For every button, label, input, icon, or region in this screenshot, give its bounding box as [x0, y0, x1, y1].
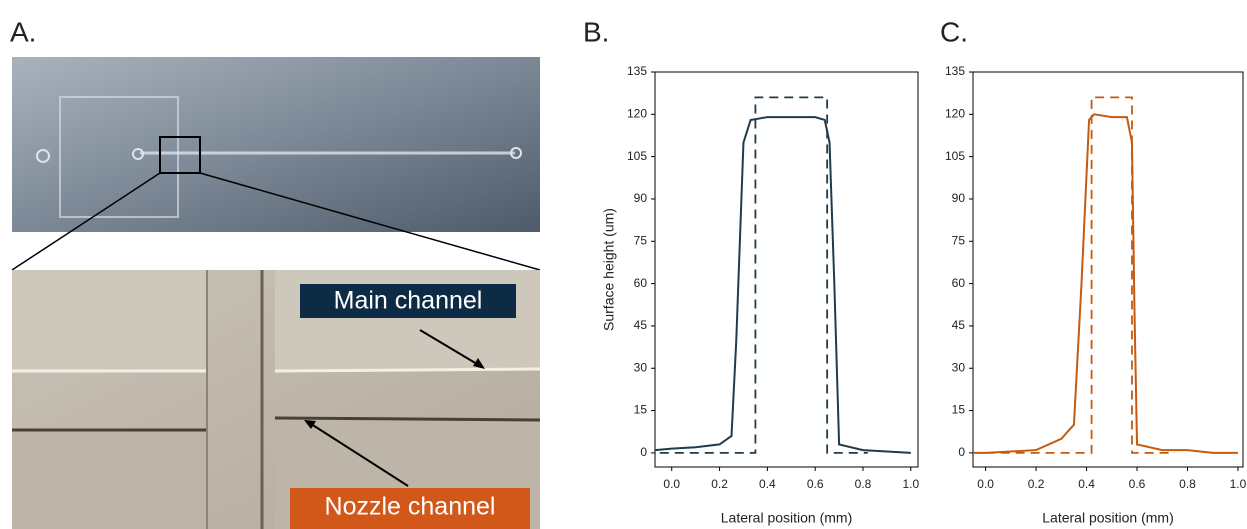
y-tick-label: 30	[634, 360, 648, 374]
y-tick-label: 75	[952, 233, 966, 247]
y-tick-label: 135	[945, 64, 965, 78]
y-tick-label: 90	[952, 191, 966, 205]
x-tick-label: 1.0	[902, 477, 919, 491]
y-tick-label: 120	[627, 106, 647, 120]
photo-annotation: Nozzle channel	[325, 493, 496, 521]
x-axis-label: Lateral position (mm)	[721, 510, 853, 526]
x-tick-label: 0.6	[1129, 477, 1146, 491]
x-tick-label: 0.6	[807, 477, 824, 491]
y-tick-label: 60	[634, 276, 648, 290]
zoom-photo: Main channel Nozzle channel	[12, 270, 541, 529]
x-tick-label: 0.2	[1028, 477, 1045, 491]
panel-label: C.	[940, 16, 968, 47]
x-tick-label: 0.0	[663, 477, 680, 491]
y-tick-label: 75	[634, 233, 648, 247]
y-tick-label: 135	[627, 64, 647, 78]
x-tick-label: 1.0	[1230, 477, 1247, 491]
measured-profile	[654, 116, 911, 454]
y-tick-label: 120	[945, 106, 965, 120]
photo-annotation: Main channel	[334, 287, 483, 315]
chip-photo	[12, 57, 540, 232]
y-tick-label: 30	[952, 360, 966, 374]
plot-frame	[654, 71, 919, 468]
x-tick-label: 0.8	[855, 477, 872, 491]
reference-profile	[985, 96, 1175, 454]
y-tick-label: 45	[634, 318, 648, 332]
y-tick-label: 60	[952, 276, 966, 290]
y-tick-label: 15	[952, 403, 966, 417]
panel-label: A.	[10, 16, 36, 47]
y-axis-label: Surface height (um)	[601, 208, 617, 331]
panel-label: B.	[583, 16, 609, 47]
y-tick-label: 0	[958, 445, 965, 459]
x-tick-label: 0.4	[759, 477, 776, 491]
plot-frame	[972, 71, 1244, 468]
x-tick-label: 0.4	[1078, 477, 1095, 491]
x-tick-label: 0.8	[1179, 477, 1196, 491]
y-tick-label: 105	[627, 149, 647, 163]
reference-profile	[659, 96, 868, 454]
y-tick-label: 15	[634, 403, 648, 417]
y-tick-label: 45	[952, 318, 966, 332]
x-tick-label: 0.0	[977, 477, 994, 491]
x-tick-label: 0.2	[711, 477, 728, 491]
x-axis-label: Lateral position (mm)	[1042, 510, 1174, 526]
y-tick-label: 105	[945, 149, 965, 163]
y-tick-label: 90	[634, 191, 648, 205]
y-tick-label: 0	[640, 445, 647, 459]
measured-profile	[973, 113, 1238, 454]
